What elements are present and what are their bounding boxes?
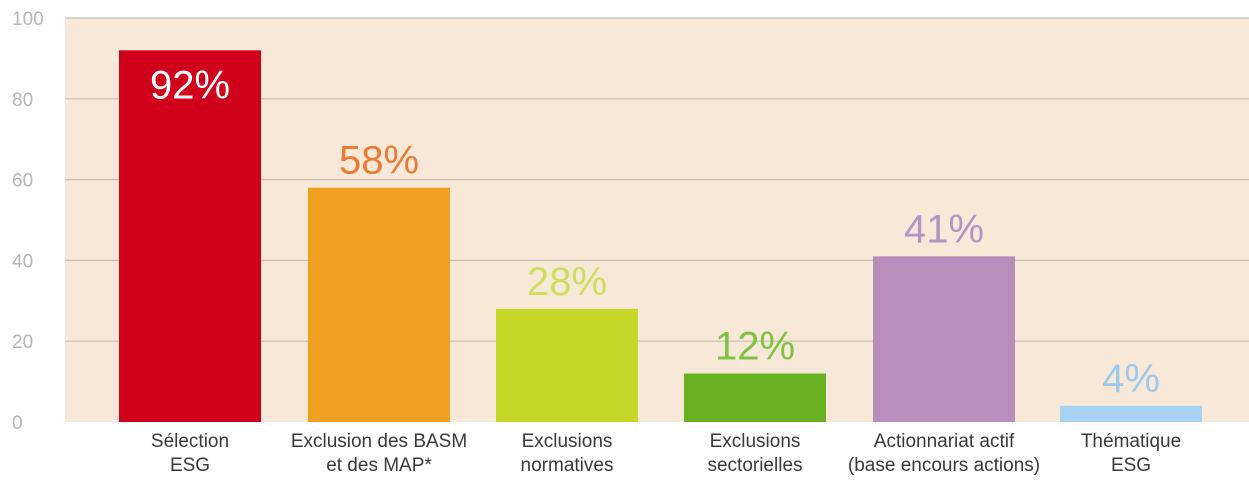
category-label-line1: Actionnariat actif	[874, 431, 1015, 452]
bar	[873, 256, 1015, 422]
category-label-line2: et des MAP*	[326, 455, 432, 476]
category-label-line2: (base encours actions)	[848, 455, 1040, 476]
bars	[119, 50, 1202, 422]
category-label-line2: sectorielles	[707, 455, 802, 476]
bar-value-label: 58%	[339, 139, 419, 183]
category-label-line1: Exclusion des BASM	[291, 431, 467, 452]
bar-value-label: 41%	[904, 207, 984, 251]
y-tick-label: 20	[12, 332, 33, 353]
plot-background	[65, 18, 1249, 422]
y-tick-label: 100	[12, 9, 44, 30]
bar	[119, 50, 261, 422]
bar	[1060, 405, 1202, 422]
y-tick-label: 0	[12, 413, 23, 434]
category-label-line1: Thématique	[1081, 431, 1181, 452]
category-labels: Sélection ESG Exclusion des BASM et des MAP…	[151, 431, 1181, 476]
y-tick-label: 40	[12, 251, 33, 272]
value-labels: 92% 58% 28% 12% 41% 4%	[150, 63, 1160, 401]
bar	[308, 187, 450, 422]
y-axis-ticks: 0 20 40 60 80 100	[12, 9, 44, 434]
category-label-line1: Exclusions	[522, 431, 613, 452]
bar-value-label: 4%	[1102, 357, 1160, 401]
category-label-line1: Exclusions	[710, 431, 801, 452]
gridlines	[65, 17, 1249, 342]
category-label-line2: ESG	[170, 455, 210, 476]
bar-value-label: 28%	[527, 260, 607, 304]
bar	[684, 373, 826, 422]
y-tick-label: 60	[12, 171, 33, 192]
bar-value-label: 12%	[715, 325, 795, 369]
bar-value-label: 92%	[150, 63, 230, 107]
bar	[496, 308, 638, 422]
category-label-line2: normatives	[521, 455, 614, 476]
category-label-line1: Sélection	[151, 431, 229, 452]
category-label-line2: ESG	[1111, 455, 1151, 476]
y-tick-label: 80	[12, 90, 33, 111]
